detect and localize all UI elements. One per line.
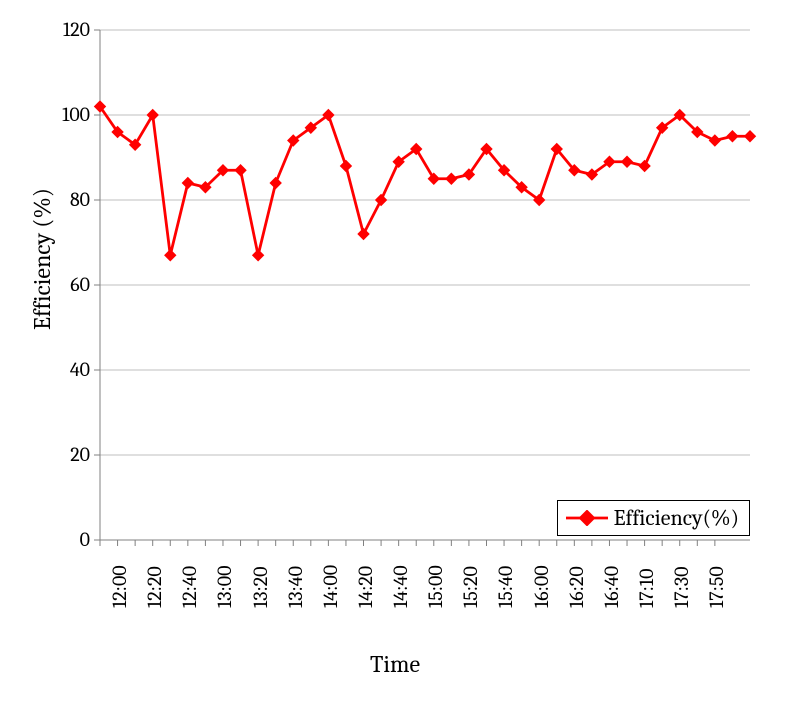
x-axis-label: Time: [370, 650, 420, 678]
x-tick-label: 15:40: [494, 566, 517, 608]
x-tick-label: 15:20: [459, 566, 482, 608]
x-tick-label: 12:40: [178, 566, 201, 608]
x-tick-label: 12:00: [108, 565, 131, 608]
y-tick-label: 80: [50, 188, 90, 211]
x-tick-label: 14:40: [389, 565, 412, 608]
x-tick-label: 13:40: [284, 566, 307, 608]
efficiency-line-chart: Efficiency (%) Time 020406080100120 Effi…: [0, 0, 788, 708]
x-tick-label: 16:40: [600, 566, 623, 608]
y-tick-label: 60: [50, 273, 90, 296]
x-tick-label: 17:10: [635, 569, 658, 609]
x-tick-label: 17:30: [670, 567, 693, 608]
x-tick-label: 17:50: [705, 566, 728, 608]
chart-legend: Efficiency(%): [557, 500, 750, 536]
x-tick-label: 14:00: [319, 565, 342, 608]
x-tick-label: 12:20: [143, 566, 166, 608]
y-tick-label: 0: [50, 528, 90, 551]
y-tick-label: 20: [50, 443, 90, 466]
y-tick-label: 100: [50, 103, 90, 126]
x-tick-label: 16:20: [565, 566, 588, 608]
y-tick-label: 40: [50, 358, 90, 381]
x-tick-label: 16:00: [530, 565, 553, 608]
x-tick-label: 13:20: [249, 566, 272, 608]
x-tick-label: 14:20: [354, 566, 377, 608]
legend-label: Efficiency(%): [614, 505, 739, 531]
y-tick-label: 120: [50, 18, 90, 41]
x-tick-label: 15:00: [424, 565, 447, 608]
x-tick-label: 13:00: [213, 566, 236, 608]
legend-swatch: [566, 510, 608, 526]
